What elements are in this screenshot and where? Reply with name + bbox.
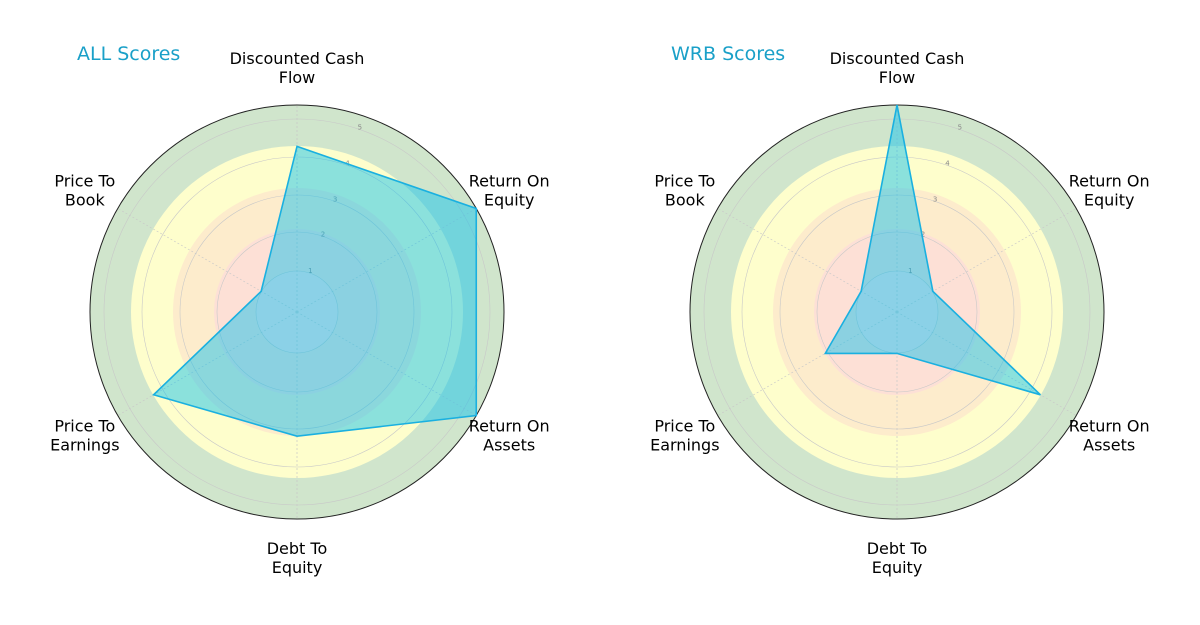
axis-label: Price To Book [654,172,715,210]
outer-boundary [89,104,505,520]
axis-label: Discounted Cash Flow [230,49,365,87]
radial-tick-label: 2 [321,230,325,238]
axis-label: Debt To Equity [867,539,928,577]
radial-tick-label: 2 [921,230,925,238]
axis-label: Return On Equity [469,172,550,210]
spoke-line [896,208,1077,313]
spoke-line [117,311,298,416]
radial-tick-label: 5 [358,124,362,132]
axis-label: Price To Earnings [650,417,719,455]
grid-circle-4 [141,156,453,468]
chart-title: ALL Scores [77,43,180,65]
spoke-line [296,311,477,416]
wrb-scores-series-area [823,104,1041,396]
radial-tick-label: 3 [333,195,337,203]
axis-label: Price To Earnings [50,417,119,455]
radial-tick-label: 5 [958,124,962,132]
spoke-line [717,208,898,313]
axis-label: Return On Equity [1069,172,1150,210]
axis-label: Return On Assets [469,417,550,455]
spoke-line [896,311,1077,416]
axis-label: Discounted Cash Flow [830,49,965,87]
radial-tick-label: 3 [933,195,937,203]
radial-tick-label: 1 [908,267,912,275]
radial-tick-label: 1 [308,267,312,275]
spoke-line [717,311,898,416]
axis-label: Return On Assets [1069,417,1150,455]
spoke-line [296,208,477,313]
grid-circle-4 [741,156,1053,468]
axis-label: Debt To Equity [267,539,328,577]
chart-title: WRB Scores [671,43,785,65]
spoke-line [117,208,298,313]
all-scores-series-area [152,145,478,438]
wrb-scores-radar-chart: 1 2 3 4 5 Discounted Cash Flow Return On Equity R… [650,43,1150,577]
radial-tick-label: 4 [945,159,950,167]
axis-label: Price To Book [54,172,115,210]
